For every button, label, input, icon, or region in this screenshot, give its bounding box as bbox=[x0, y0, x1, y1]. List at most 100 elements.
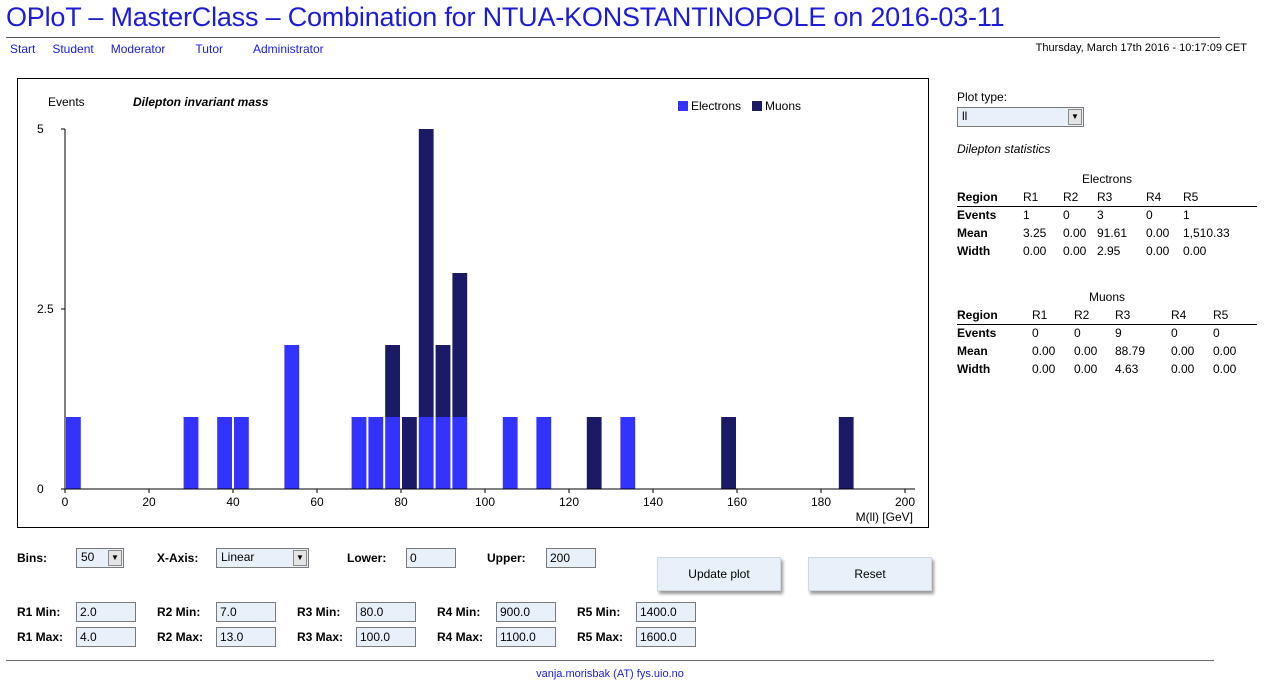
table-row: Events 0 0 9 0 0 bbox=[957, 324, 1257, 342]
r1-min-label: R1 Min: bbox=[17, 605, 61, 619]
x-tick-label: 0 bbox=[62, 495, 69, 509]
table-cell: 91.61 bbox=[1097, 226, 1128, 240]
legend-swatch-electrons bbox=[678, 101, 688, 111]
x-tick-label: 80 bbox=[394, 495, 408, 509]
table-row: Width 0.00 0.00 4.63 0.00 0.00 bbox=[957, 360, 1257, 378]
r4-min-input[interactable] bbox=[496, 602, 556, 622]
x-tick-label: 180 bbox=[811, 495, 831, 509]
table-cell: 88.79 bbox=[1115, 344, 1146, 358]
r5-min-input[interactable] bbox=[636, 602, 696, 622]
r4-min-label: R4 Min: bbox=[437, 605, 481, 619]
bar-electrons-12 bbox=[536, 417, 552, 489]
r1-min-input[interactable] bbox=[76, 602, 136, 622]
table-row: Events 1 0 3 0 1 bbox=[957, 206, 1257, 224]
y-tick-label: 0 bbox=[37, 482, 44, 496]
bar-electrons-9 bbox=[435, 417, 451, 489]
bar-electrons-7 bbox=[385, 417, 400, 489]
title-divider bbox=[6, 37, 1220, 38]
x-tick-label: 100 bbox=[475, 495, 495, 509]
r5-max-input[interactable] bbox=[636, 627, 696, 647]
bar-muons-1 bbox=[402, 417, 417, 489]
col-header: R1 bbox=[1032, 307, 1048, 322]
r5-min-label: R5 Min: bbox=[577, 605, 621, 619]
nav-student-link[interactable]: Student bbox=[52, 42, 94, 56]
plot-type-select[interactable]: ll ▼ bbox=[957, 107, 1084, 127]
table-caption: Muons bbox=[1088, 290, 1126, 304]
col-header: R2 bbox=[1063, 189, 1079, 204]
lower-input[interactable] bbox=[406, 548, 456, 568]
table-row: Mean 3.25 0.00 91.61 0.00 1,510.33 bbox=[957, 224, 1257, 242]
legend-label-electrons: Electrons bbox=[691, 99, 741, 113]
col-header: R3 bbox=[1115, 307, 1131, 322]
col-header: R3 bbox=[1097, 189, 1113, 204]
nav-administrator-link[interactable]: Administrator bbox=[252, 42, 324, 56]
legend-swatch-muons bbox=[752, 101, 762, 111]
legend-label-muons: Muons bbox=[765, 99, 801, 113]
bar-muons-6 bbox=[721, 417, 736, 489]
table-cell: 0.00 bbox=[1074, 362, 1098, 376]
page-title: OPloT – MasterClass – Combination for NT… bbox=[6, 2, 1005, 32]
bins-value: 50 bbox=[81, 550, 95, 564]
r3-min-input[interactable] bbox=[356, 602, 416, 622]
table-cell: Width bbox=[957, 244, 991, 258]
table-cell: 0.00 bbox=[1171, 362, 1195, 376]
r2-max-input[interactable] bbox=[216, 627, 276, 647]
table-cell: Events bbox=[957, 326, 997, 341]
table-cell: 3 bbox=[1097, 208, 1104, 223]
table-cell: 0.00 bbox=[1023, 244, 1047, 258]
chevron-down-icon: ▼ bbox=[108, 550, 122, 566]
update-plot-button[interactable]: Update plot bbox=[657, 557, 781, 591]
bar-muons-0 bbox=[385, 345, 400, 417]
table-cell: 0.00 bbox=[1032, 344, 1056, 358]
x-axis-label: M(ll) [GeV] bbox=[856, 510, 913, 524]
bar-electrons-1 bbox=[183, 417, 199, 489]
table-cell: 0 bbox=[1074, 326, 1081, 341]
table-row: Mean 0.00 0.00 88.79 0.00 0.00 bbox=[957, 342, 1257, 360]
table-header-row: Region R1 R2 R3 R4 R5 bbox=[957, 306, 1257, 324]
r3-max-label: R3 Max: bbox=[297, 630, 344, 644]
table-cell: 0 bbox=[1213, 326, 1220, 341]
nav-start-link[interactable]: Start bbox=[10, 42, 36, 56]
nav-moderator-link[interactable]: Moderator bbox=[110, 42, 166, 56]
electrons-stats-table: Electrons Region R1 R2 R3 R4 R5 Events 1… bbox=[957, 172, 1257, 260]
main-nav: Start Student Moderator Tutor Administra… bbox=[10, 42, 324, 56]
r4-max-input[interactable] bbox=[496, 627, 556, 647]
bins-label: Bins: bbox=[17, 551, 47, 565]
upper-label: Upper: bbox=[487, 551, 526, 565]
table-row: Width 0.00 0.00 2.95 0.00 0.00 bbox=[957, 242, 1257, 260]
footer-contact[interactable]: vanja.morisbak (AT) fys.uio.no bbox=[536, 668, 684, 680]
nav-tutor-link[interactable]: Tutor bbox=[195, 42, 223, 56]
footer-divider bbox=[6, 660, 1214, 661]
bar-muons-7 bbox=[838, 417, 854, 489]
upper-input[interactable] bbox=[546, 548, 596, 568]
table-cell: 0.00 bbox=[1183, 244, 1207, 258]
xaxis-value: Linear bbox=[221, 550, 255, 564]
muons-stats-table: Muons Region R1 R2 R3 R4 R5 Events 0 0 9… bbox=[957, 290, 1257, 378]
xaxis-label: X-Axis: bbox=[157, 551, 199, 565]
table-cell: 0.00 bbox=[1146, 244, 1170, 258]
r3-max-input[interactable] bbox=[356, 627, 416, 647]
bins-select[interactable]: 50 ▼ bbox=[76, 548, 124, 568]
table-cell: 0 bbox=[1146, 208, 1153, 223]
chart-axes: 0 20 40 60 80 100 120 140 160 180 200 0 2.5 5 bbox=[37, 122, 915, 509]
r2-min-input[interactable] bbox=[216, 602, 276, 622]
y-tick-label: 2.5 bbox=[37, 302, 54, 316]
y-tick-label: 5 bbox=[37, 122, 44, 136]
bar-electrons-8 bbox=[418, 417, 434, 489]
table-cell: 1 bbox=[1183, 208, 1190, 223]
x-tick-label: 120 bbox=[559, 495, 579, 509]
y-axis-label: Events bbox=[48, 95, 85, 109]
reset-button[interactable]: Reset bbox=[808, 557, 932, 591]
r1-max-input[interactable] bbox=[76, 627, 136, 647]
col-header: R4 bbox=[1171, 307, 1187, 322]
r2-max-label: R2 Max: bbox=[157, 630, 204, 644]
table-cell: Width bbox=[957, 362, 991, 376]
x-tick-label: 60 bbox=[310, 495, 324, 509]
xaxis-select[interactable]: Linear ▼ bbox=[216, 548, 309, 568]
bar-electrons-13 bbox=[620, 417, 636, 489]
chart-legend: Electrons Muons bbox=[678, 99, 801, 113]
bar-electrons-10 bbox=[452, 417, 468, 489]
table-cell: 0.00 bbox=[1063, 226, 1087, 240]
table-caption: Electrons bbox=[1081, 172, 1133, 186]
